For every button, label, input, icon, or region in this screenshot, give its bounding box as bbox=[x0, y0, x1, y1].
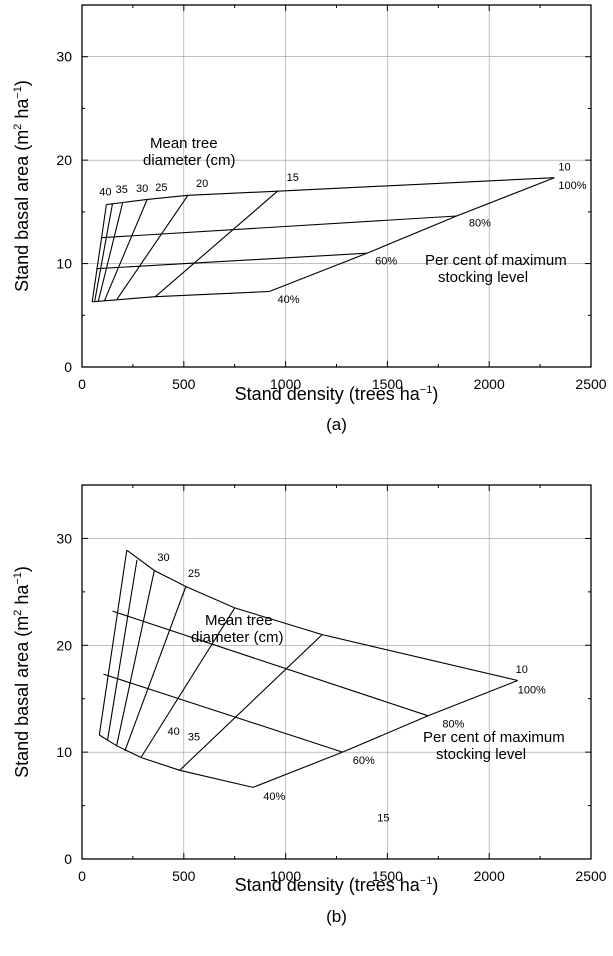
y-tick-label: 10 bbox=[56, 744, 72, 760]
series-line-60pct bbox=[103, 673, 343, 753]
y-axis-label: Stand basal area (m2 ha−1) bbox=[12, 80, 32, 292]
series-line-60pct bbox=[96, 252, 368, 270]
x-tick-label: 2500 bbox=[575, 868, 606, 884]
series-line-25 bbox=[124, 586, 187, 752]
x-tick-label: 2000 bbox=[474, 868, 505, 884]
x-tick-label: 1000 bbox=[270, 868, 301, 884]
line-label: 40 bbox=[168, 726, 180, 738]
series-line-40 bbox=[98, 550, 128, 736]
line-label: 40% bbox=[263, 791, 285, 803]
line-label: 40 bbox=[99, 186, 111, 198]
series-line-10 bbox=[269, 177, 555, 293]
x-tick-label: 500 bbox=[172, 868, 196, 884]
series-line-80pct bbox=[112, 610, 429, 717]
series-line-35 bbox=[106, 559, 138, 741]
x-tick-label: 0 bbox=[78, 868, 86, 884]
x-tick-label: 2000 bbox=[474, 376, 505, 392]
series-line-15 bbox=[179, 634, 323, 771]
x-axis-label: Stand density (trees ha−1) bbox=[235, 384, 439, 404]
series-line-40pct bbox=[99, 734, 254, 788]
line-label: 15 bbox=[377, 813, 389, 825]
y-tick-label: 20 bbox=[56, 152, 72, 168]
series-line-30 bbox=[97, 202, 124, 302]
y-tick-label: 20 bbox=[56, 637, 72, 653]
line-label: 30 bbox=[157, 552, 169, 564]
y-tick-label: 30 bbox=[56, 49, 72, 65]
series-line-80pct bbox=[101, 215, 457, 239]
x-tick-label: 500 bbox=[172, 376, 196, 392]
stocking-title: stocking level bbox=[438, 269, 528, 286]
panel-label: (b) bbox=[326, 907, 347, 926]
line-label: 40% bbox=[277, 294, 299, 306]
stocking-title: Per cent of maximum bbox=[425, 252, 567, 269]
series-line-100pct bbox=[106, 177, 555, 206]
x-tick-label: 1500 bbox=[372, 376, 403, 392]
y-tick-label: 0 bbox=[64, 359, 72, 375]
line-label: 10 bbox=[558, 161, 570, 173]
line-label: 100% bbox=[518, 684, 546, 696]
x-tick-label: 0 bbox=[78, 376, 86, 392]
series-line-100pct bbox=[126, 549, 518, 682]
panel-a-chart: 0 500 1000 1500 2000 2500 0 10 20 30 40 35 30 25 20 15 1… bbox=[12, 4, 607, 434]
line-label: 25 bbox=[188, 568, 200, 580]
diameter-title: Mean tree bbox=[150, 135, 218, 152]
x-tick-label: 1500 bbox=[372, 868, 403, 884]
x-tick-label: 2500 bbox=[575, 376, 606, 392]
line-label: 35 bbox=[188, 731, 200, 743]
series-line-30 bbox=[116, 570, 155, 746]
line-label: 30 bbox=[136, 183, 148, 195]
line-label: 60% bbox=[375, 256, 397, 268]
series-line-40 bbox=[91, 204, 107, 302]
x-axis-label: Stand density (trees ha−1) bbox=[235, 875, 439, 895]
panel-label: (a) bbox=[326, 415, 347, 434]
x-tick-label: 1000 bbox=[270, 376, 301, 392]
line-label: 10 bbox=[516, 664, 528, 676]
series-line-25 bbox=[103, 199, 148, 302]
y-axis-label: Stand basal area (m2 ha−1) bbox=[12, 566, 32, 778]
diameter-title: diameter (cm) bbox=[143, 152, 236, 169]
series-line-35 bbox=[94, 203, 114, 302]
stocking-title: stocking level bbox=[436, 746, 526, 763]
line-label: 100% bbox=[558, 180, 586, 192]
series-line-15 bbox=[154, 190, 278, 298]
stocking-title: Per cent of maximum bbox=[423, 729, 565, 746]
line-label: 80% bbox=[442, 719, 464, 731]
line-label: 25 bbox=[155, 182, 167, 194]
line-label: 80% bbox=[469, 217, 491, 229]
y-tick-label: 10 bbox=[56, 256, 72, 272]
y-tick-label: 0 bbox=[64, 851, 72, 867]
y-tick-label: 30 bbox=[56, 530, 72, 546]
diameter-title: Mean tree bbox=[205, 612, 273, 629]
series-line-10 bbox=[252, 679, 518, 788]
diameter-title: diameter (cm) bbox=[191, 629, 284, 646]
plot-frame bbox=[81, 484, 592, 860]
series-line-20 bbox=[116, 194, 189, 301]
line-label: 15 bbox=[287, 172, 299, 184]
line-label: 60% bbox=[353, 755, 375, 767]
line-label: 20 bbox=[196, 178, 208, 190]
line-label: 35 bbox=[116, 184, 128, 196]
panel-b-chart: 0 500 1000 1500 2000 2500 0 10 20 30 30 25 40 35 10 100… bbox=[12, 484, 607, 926]
series-line-20 bbox=[140, 607, 236, 758]
